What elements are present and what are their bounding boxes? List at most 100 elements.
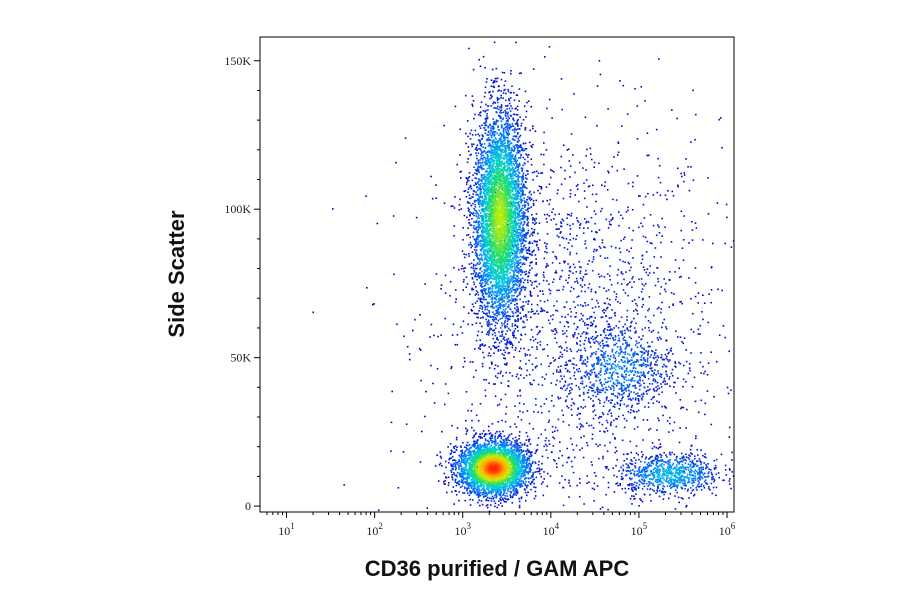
event-dot xyxy=(517,329,519,332)
event-dot xyxy=(646,360,649,363)
event-dot xyxy=(485,109,487,112)
event-dot xyxy=(585,247,587,249)
event-dot xyxy=(635,489,637,491)
event-dot xyxy=(511,123,514,125)
event-dot xyxy=(490,165,492,167)
event-dot xyxy=(593,371,596,374)
event-dot xyxy=(675,330,677,332)
event-dot xyxy=(444,383,447,385)
event-dot xyxy=(679,458,681,460)
event-dot xyxy=(531,267,533,270)
event-dot xyxy=(658,419,660,422)
event-dot xyxy=(516,305,518,308)
event-dot xyxy=(533,231,535,233)
event-dot xyxy=(489,91,491,93)
event-dot xyxy=(485,237,487,239)
event-dot xyxy=(700,372,702,374)
event-dot xyxy=(393,273,395,276)
event-dot xyxy=(488,311,491,314)
event-dot xyxy=(558,213,560,215)
event-dot xyxy=(664,365,667,368)
event-dot xyxy=(607,344,610,347)
event-dot xyxy=(653,357,655,360)
event-dot xyxy=(571,383,573,385)
event-dot xyxy=(658,306,660,309)
event-dot xyxy=(556,289,558,292)
event-dot xyxy=(608,410,610,413)
event-dot xyxy=(622,376,624,378)
event-dot xyxy=(502,131,505,133)
event-dot xyxy=(654,456,657,459)
event-dot xyxy=(649,365,652,367)
event-dot xyxy=(631,463,634,466)
event-dot xyxy=(601,363,603,366)
event-dot xyxy=(505,180,508,182)
event-dot xyxy=(691,221,693,223)
event-dot xyxy=(670,347,673,350)
event-dot xyxy=(475,414,478,417)
event-dot xyxy=(627,398,630,401)
event-dot xyxy=(594,239,596,241)
event-dot xyxy=(541,376,544,378)
event-dot xyxy=(490,248,493,251)
event-dot xyxy=(592,427,595,429)
event-dot xyxy=(490,172,492,175)
event-dot xyxy=(634,344,637,346)
event-dot xyxy=(555,223,558,226)
event-dot xyxy=(476,189,479,192)
event-dot xyxy=(699,474,701,476)
event-dot xyxy=(728,350,730,353)
event-dot xyxy=(637,394,640,397)
event-dot xyxy=(494,140,496,143)
event-dot xyxy=(598,60,601,62)
event-dot xyxy=(639,378,641,381)
event-dot xyxy=(652,482,655,485)
event-dot xyxy=(660,241,662,244)
event-dot xyxy=(531,363,534,365)
event-dot xyxy=(484,146,487,149)
event-dot xyxy=(589,315,592,318)
event-dot xyxy=(649,388,651,390)
event-dot xyxy=(668,378,670,380)
event-dot xyxy=(681,482,684,484)
event-dot xyxy=(446,491,448,494)
event-dot xyxy=(487,315,489,318)
event-dot xyxy=(637,371,640,374)
event-dot xyxy=(543,310,546,312)
event-dot xyxy=(658,439,660,441)
event-dot xyxy=(697,464,699,467)
event-dot xyxy=(500,97,502,99)
event-dot xyxy=(523,321,525,324)
event-dot xyxy=(483,253,486,256)
event-dot xyxy=(629,411,632,414)
event-dot xyxy=(564,400,567,403)
event-dot xyxy=(390,450,392,452)
event-dot xyxy=(663,278,665,280)
event-dot xyxy=(499,349,502,351)
event-dot xyxy=(527,100,530,102)
event-dot xyxy=(616,282,619,284)
event-dot xyxy=(678,481,680,484)
event-dot xyxy=(560,231,562,233)
event-dot xyxy=(659,470,661,472)
event-dot xyxy=(553,305,555,307)
event-dot xyxy=(661,358,664,361)
event-dot xyxy=(610,412,612,415)
event-dot xyxy=(592,258,595,261)
event-dot xyxy=(699,471,702,473)
event-dot xyxy=(617,151,620,154)
event-dot xyxy=(594,337,596,340)
event-dot xyxy=(614,368,617,371)
event-dot xyxy=(516,180,518,183)
event-dot xyxy=(633,391,635,394)
event-dot xyxy=(586,442,588,444)
event-dot xyxy=(568,213,571,216)
event-dot xyxy=(520,318,522,320)
event-dot xyxy=(559,397,562,399)
event-dot xyxy=(599,382,602,385)
event-dot xyxy=(673,381,675,384)
event-dot xyxy=(488,265,491,268)
event-dot xyxy=(683,472,685,474)
event-dot xyxy=(583,197,586,200)
event-dot xyxy=(604,466,607,468)
